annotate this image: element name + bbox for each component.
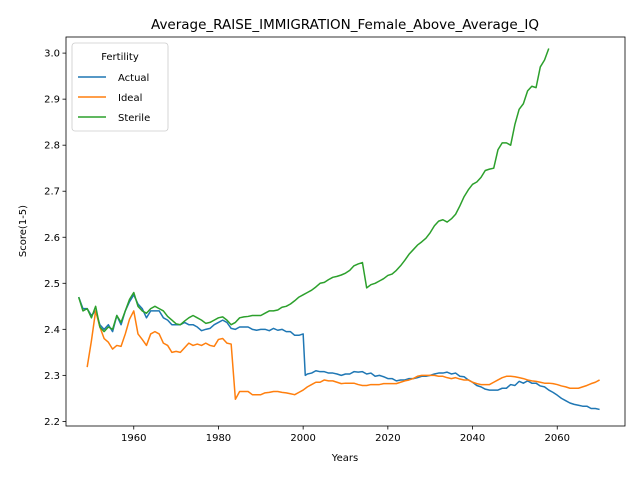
y-tick-label: 3.0 <box>44 49 60 60</box>
series-line-ideal <box>86 310 600 401</box>
x-tick-label: 2020 <box>375 433 400 444</box>
y-tick-label: 2.3 <box>44 371 60 382</box>
y-tick-label: 2.7 <box>44 187 60 198</box>
y-axis: 2.2 2.3 2.4 2.5 2.6 2.7 2.8 2.9 3.0 <box>44 49 66 428</box>
series-line-sterile <box>77 48 550 333</box>
y-tick-label: 2.8 <box>44 141 60 152</box>
x-tick-label: 1960 <box>121 433 146 444</box>
chart-title: Average_RAISE_IMMIGRATION_Female_Above_A… <box>151 17 539 33</box>
x-tick-label: 2000 <box>290 433 315 444</box>
x-tick-label: 2060 <box>545 433 570 444</box>
y-tick-label: 2.2 <box>44 417 60 428</box>
series-layer <box>77 48 600 411</box>
y-tick-label: 2.4 <box>44 325 60 336</box>
series-line-actual <box>77 294 600 411</box>
x-axis: 1960 1980 2000 2020 2040 2060 <box>121 426 570 444</box>
y-tick-label: 2.6 <box>44 233 60 244</box>
plot-area <box>65 36 626 427</box>
legend-title: Fertility <box>101 52 139 63</box>
legend-items: Actual Ideal Sterile <box>78 73 150 124</box>
x-axis-label: Years <box>331 453 358 464</box>
legend-label-ideal: Ideal <box>118 93 142 104</box>
x-tick-label: 1980 <box>206 433 231 444</box>
y-tick-label: 2.5 <box>44 279 60 290</box>
legend-frame <box>71 42 169 132</box>
x-tick-label: 2040 <box>460 433 485 444</box>
legend-label-sterile: Sterile <box>118 113 150 124</box>
legend: Fertility Actual Ideal Sterile <box>71 42 169 132</box>
plot-frame <box>65 36 626 427</box>
y-tick-label: 2.9 <box>44 95 60 106</box>
y-axis-label: Score(1-5) <box>18 205 29 257</box>
legend-label-actual: Actual <box>118 73 149 84</box>
